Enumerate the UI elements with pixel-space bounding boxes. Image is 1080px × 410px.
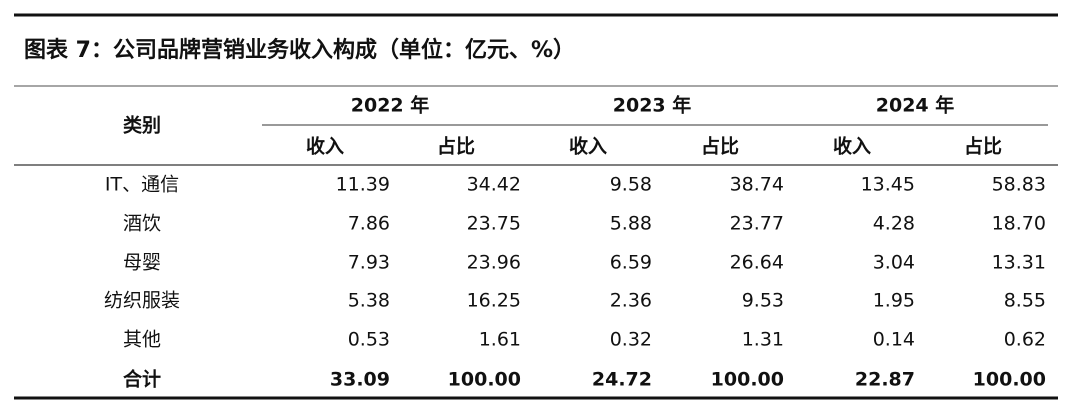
cell-value: 23.96 <box>467 252 521 274</box>
cell-value: 9.58 <box>610 174 652 196</box>
cell-value: 11.39 <box>336 174 390 196</box>
cell-value: 58.83 <box>992 174 1046 196</box>
year-header: 2022 年 <box>351 94 430 117</box>
cell-value: 2.36 <box>610 290 652 312</box>
corner-header: 类别 <box>123 114 161 137</box>
sub-header: 占比 <box>964 135 1002 158</box>
row-label: 母婴 <box>123 252 161 274</box>
year-header: 2024 年 <box>876 94 955 117</box>
sub-header: 占比 <box>437 135 475 158</box>
cell-value: 100.00 <box>711 369 784 391</box>
cell-value: 16.25 <box>467 290 521 312</box>
sub-header: 收入 <box>569 135 607 158</box>
cell-value: 0.32 <box>610 329 652 351</box>
cell-value: 38.74 <box>730 174 784 196</box>
cell-value: 5.38 <box>348 290 390 312</box>
sub-header: 收入 <box>833 135 871 158</box>
cell-value: 24.72 <box>592 369 652 391</box>
cell-value: 8.55 <box>1004 290 1046 312</box>
cell-value: 13.45 <box>861 174 915 196</box>
cell-value: 0.14 <box>873 329 915 351</box>
row-label: 纺织服装 <box>104 290 180 312</box>
sub-header: 占比 <box>701 135 739 158</box>
year-header: 2023 年 <box>613 94 692 117</box>
row-label: IT、通信 <box>105 174 179 196</box>
cell-value: 34.42 <box>467 174 521 196</box>
cell-value: 100.00 <box>973 369 1046 391</box>
row-label: 其他 <box>123 329 161 351</box>
cell-value: 1.95 <box>873 290 915 312</box>
cell-value: 100.00 <box>448 369 521 391</box>
sub-header: 收入 <box>306 135 344 158</box>
cell-value: 1.61 <box>479 329 521 351</box>
title: 图表 7：公司品牌营销业务收入构成（单位：亿元、%） <box>24 37 575 63</box>
cell-value: 6.59 <box>610 252 652 274</box>
row-label: 酒饮 <box>123 213 161 235</box>
cell-value: 18.70 <box>992 213 1046 235</box>
cell-value: 23.77 <box>730 213 784 235</box>
cell-value: 5.88 <box>610 213 652 235</box>
cell-value: 4.28 <box>873 213 915 235</box>
row-label: 合计 <box>123 368 161 391</box>
cell-value: 9.53 <box>742 290 784 312</box>
cell-value: 33.09 <box>330 369 390 391</box>
cell-value: 1.31 <box>742 329 784 351</box>
cell-value: 26.64 <box>730 252 784 274</box>
cell-value: 13.31 <box>992 252 1046 274</box>
cell-value: 7.86 <box>348 213 390 235</box>
cell-value: 0.62 <box>1004 329 1046 351</box>
cell-value: 22.87 <box>855 369 915 391</box>
cell-value: 0.53 <box>348 329 390 351</box>
cell-value: 23.75 <box>467 213 521 235</box>
cell-value: 7.93 <box>348 252 390 274</box>
cell-value: 3.04 <box>873 252 915 274</box>
